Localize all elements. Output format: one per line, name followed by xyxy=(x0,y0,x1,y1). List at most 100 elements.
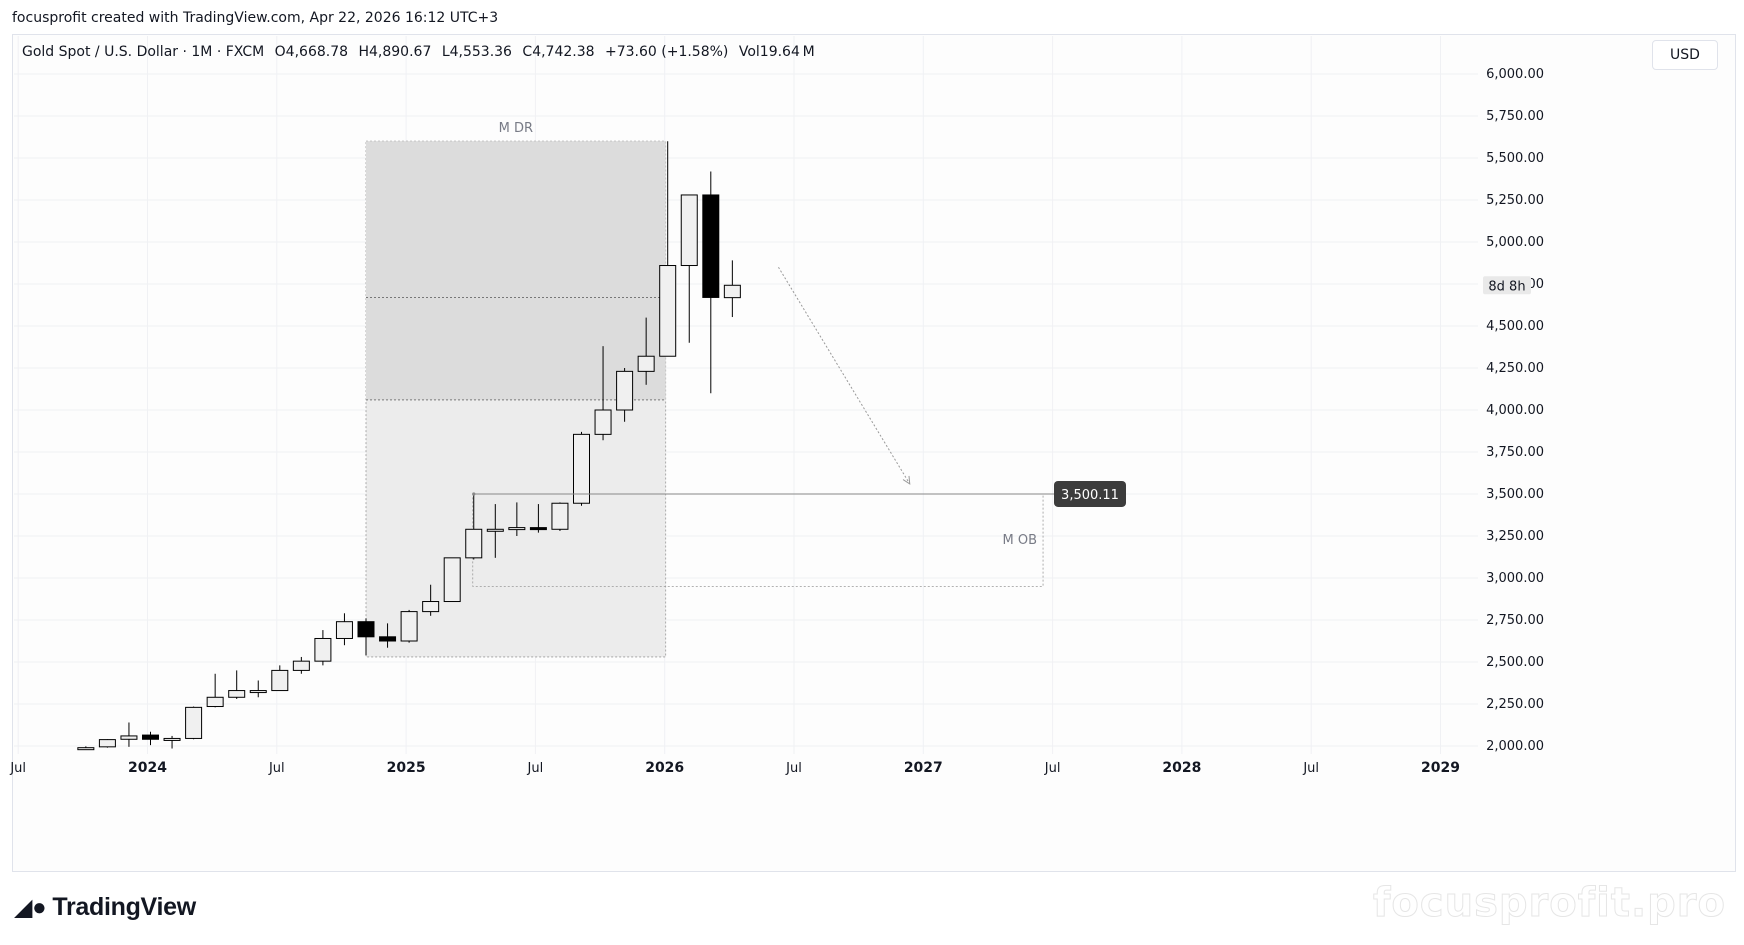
candle-body xyxy=(529,527,547,531)
countdown-badge-text: 8d 8h xyxy=(1488,279,1525,294)
candle-body xyxy=(357,621,375,638)
zones-layer: M DR M OB xyxy=(365,121,1044,658)
price-tick-label: 4,500.00 xyxy=(1486,319,1544,334)
candle[interactable] xyxy=(723,260,741,318)
legend-volume-value: Vol19.64 xyxy=(738,44,800,60)
price-tick-label: 2,750.00 xyxy=(1486,613,1544,628)
mob-zone-label: M OB xyxy=(1003,533,1038,548)
candle[interactable] xyxy=(120,722,138,747)
mdr-zone-label: M DR xyxy=(499,121,533,136)
candle[interactable] xyxy=(185,706,203,740)
tradingview-logo[interactable]: ◢● TradingView xyxy=(14,893,196,922)
candle-body xyxy=(400,611,418,642)
candle[interactable] xyxy=(335,613,353,646)
grid-lines xyxy=(14,36,1478,754)
legend-high: H4,890.67 xyxy=(358,44,432,60)
price-tick-label: 5,750.00 xyxy=(1486,109,1544,124)
candle-body xyxy=(185,706,203,739)
candle[interactable] xyxy=(77,746,95,751)
projection-arrow-head xyxy=(902,475,911,485)
candle[interactable] xyxy=(400,609,418,643)
candle[interactable] xyxy=(228,670,246,699)
candle[interactable] xyxy=(163,735,181,749)
time-tick-label: Jul xyxy=(1302,761,1319,776)
time-tick-label: 2026 xyxy=(645,760,684,776)
candle-body xyxy=(314,637,332,662)
candle-body xyxy=(702,194,720,298)
price-tick-label: 4,000.00 xyxy=(1486,403,1544,418)
candle-body xyxy=(206,696,224,708)
candle[interactable] xyxy=(422,584,440,616)
candle[interactable] xyxy=(142,731,159,746)
legend-low: L4,553.36 xyxy=(441,44,512,60)
candle[interactable] xyxy=(271,665,289,692)
candle-body xyxy=(120,735,138,740)
chart-area[interactable] xyxy=(12,34,1736,872)
currency-button[interactable]: USD xyxy=(1652,40,1718,70)
price-tick-label: 5,250.00 xyxy=(1486,193,1544,208)
tradingview-brand: TradingView xyxy=(52,893,196,921)
countdown-badge: 8d 8h xyxy=(1483,276,1531,295)
price-tick-label: 3,000.00 xyxy=(1486,571,1544,586)
candle[interactable] xyxy=(98,739,116,748)
tradingview-logo-icon: ◢● xyxy=(14,894,47,921)
time-tick-label: 2027 xyxy=(904,760,943,776)
time-tick-label: 2028 xyxy=(1162,760,1201,776)
candle-body xyxy=(228,690,246,698)
candle-body xyxy=(163,737,181,741)
candle-body xyxy=(465,528,483,559)
projection-arrow-line xyxy=(778,266,911,485)
time-tick-label: Jul xyxy=(1044,761,1061,776)
candle[interactable] xyxy=(508,502,526,536)
legend-close: C4,742.38 xyxy=(522,44,595,60)
price-level-marker-bg xyxy=(1054,480,1126,507)
candle-body xyxy=(422,601,440,613)
time-tick-label: Jul xyxy=(527,761,544,776)
price-tick-label: 3,250.00 xyxy=(1486,529,1544,544)
candle-body xyxy=(443,557,461,603)
candle[interactable] xyxy=(443,557,461,603)
candle-body xyxy=(379,636,397,642)
candle[interactable] xyxy=(486,504,504,558)
candle[interactable] xyxy=(637,317,655,385)
time-axis: Jul 2024 Jul 2025 Jul 2026 Jul 2027 Jul 2028 Jul 20… xyxy=(9,760,1460,776)
candle[interactable] xyxy=(529,504,547,533)
candle[interactable] xyxy=(292,656,310,674)
candle[interactable] xyxy=(594,346,612,441)
time-tick-label: 2029 xyxy=(1421,760,1460,776)
candle[interactable] xyxy=(659,141,677,357)
candle[interactable] xyxy=(465,494,483,560)
candle[interactable] xyxy=(249,680,267,698)
candle-body xyxy=(637,355,655,372)
chart-caption: focusprofit created with TradingView.com… xyxy=(12,10,499,26)
candle[interactable] xyxy=(551,502,569,531)
candle[interactable] xyxy=(379,623,397,648)
candle-body xyxy=(573,433,590,504)
price-level-marker-text: 3,500.11 xyxy=(1061,488,1119,503)
level-anchor-point xyxy=(472,492,476,496)
candle[interactable] xyxy=(616,368,634,422)
price-tick-label: 3,500.00 xyxy=(1486,487,1544,502)
price-tick-label: 5,500.00 xyxy=(1486,151,1544,166)
candle[interactable] xyxy=(206,673,224,708)
candle-body xyxy=(142,734,159,740)
price-tick-label: 2,250.00 xyxy=(1486,697,1544,712)
watermark: focusprofit.pro xyxy=(1373,880,1726,927)
candle-body xyxy=(271,669,289,692)
candle[interactable] xyxy=(314,630,332,666)
price-level-marker[interactable]: 3,500.11 xyxy=(1054,480,1126,507)
time-tick-label: Jul xyxy=(785,761,802,776)
candle[interactable] xyxy=(680,194,698,343)
candle-body xyxy=(98,739,116,748)
candle[interactable] xyxy=(702,171,720,394)
candle[interactable] xyxy=(357,618,375,656)
time-tick-label: 2025 xyxy=(387,760,426,776)
mdr-zone-upper xyxy=(366,141,666,400)
legend-change: +73.60 (+1.58%) xyxy=(605,44,729,60)
candle-body xyxy=(249,690,267,694)
price-tick-label: 2,000.00 xyxy=(1486,739,1544,754)
candle-body xyxy=(723,284,741,299)
candle[interactable] xyxy=(573,431,590,506)
legend-volume: Vol19.64 M xyxy=(739,44,821,60)
